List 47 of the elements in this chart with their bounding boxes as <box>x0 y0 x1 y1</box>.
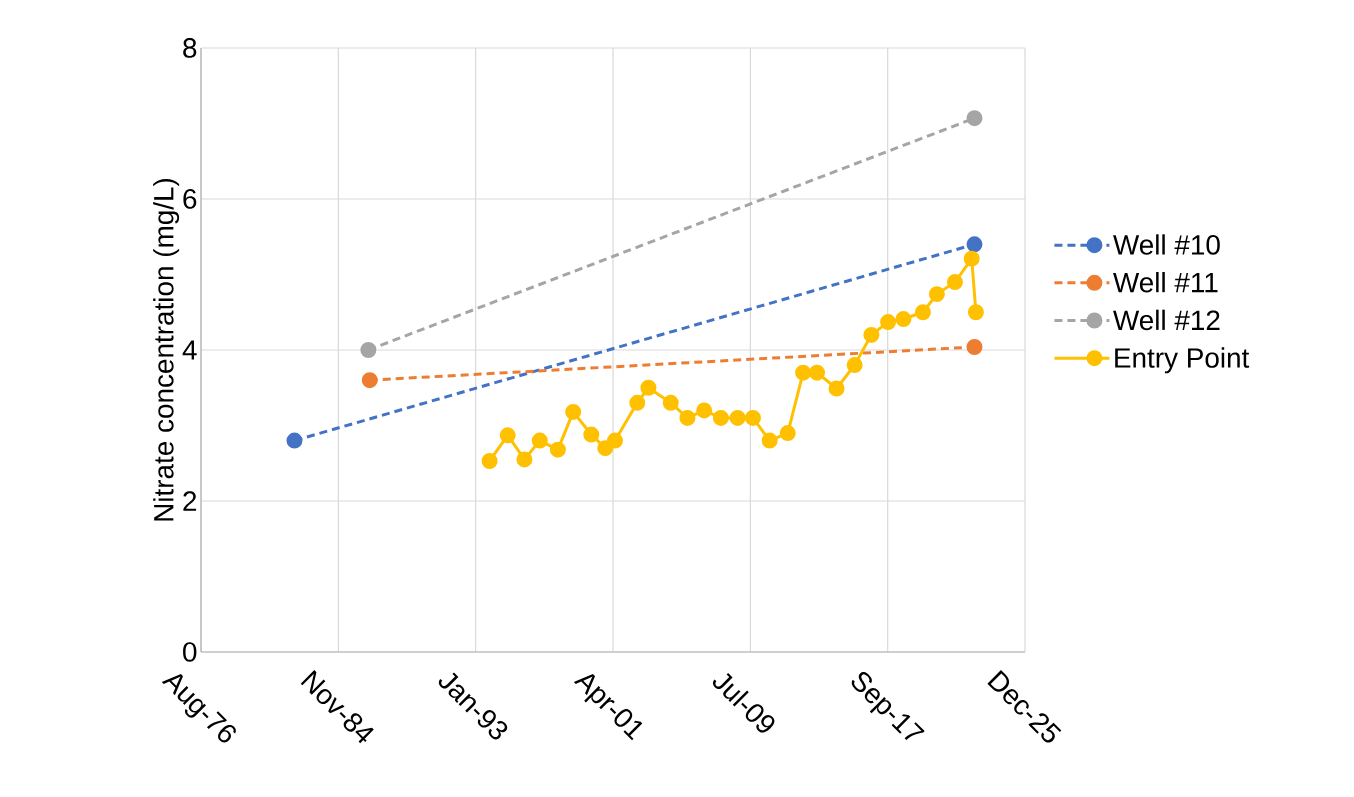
point <box>549 441 566 458</box>
point <box>516 451 533 468</box>
point <box>729 409 746 426</box>
y-axis-title: Nitrate concentration (mg/L) <box>153 178 180 521</box>
point <box>361 372 378 389</box>
point <box>629 394 646 411</box>
point <box>481 452 498 469</box>
y-tick-label: 0 <box>183 642 197 662</box>
point <box>946 274 963 291</box>
point <box>779 425 796 442</box>
legend-label: Well #11 <box>1113 271 1218 293</box>
point <box>597 440 614 457</box>
point <box>880 314 897 331</box>
point <box>846 357 863 374</box>
point <box>499 427 516 444</box>
point <box>967 304 984 321</box>
point <box>286 432 303 449</box>
point <box>928 286 945 303</box>
point <box>583 426 600 443</box>
point <box>360 341 377 358</box>
point <box>914 304 931 321</box>
point <box>531 432 548 449</box>
point <box>966 338 983 355</box>
point <box>662 394 679 411</box>
point <box>679 409 696 426</box>
point <box>640 379 657 396</box>
legend-label: Well #12 <box>1113 309 1220 331</box>
point <box>863 326 880 343</box>
y-tick-label: 4 <box>182 340 197 360</box>
point <box>828 380 845 397</box>
point <box>963 250 980 267</box>
y-tick-label: 2 <box>183 491 197 511</box>
point <box>795 364 812 381</box>
y-tick-label: 6 <box>183 189 197 209</box>
point <box>606 432 623 449</box>
y-tick-label: 8 <box>183 38 197 58</box>
legend-label: Well #10 <box>1113 234 1220 255</box>
point <box>696 402 713 419</box>
point <box>744 409 761 426</box>
point <box>565 403 582 420</box>
point <box>895 311 912 328</box>
point <box>712 409 729 426</box>
point <box>966 236 983 253</box>
legend-label: Entry Point <box>1115 347 1250 374</box>
point <box>809 364 826 381</box>
point <box>761 432 778 449</box>
point <box>966 110 983 127</box>
